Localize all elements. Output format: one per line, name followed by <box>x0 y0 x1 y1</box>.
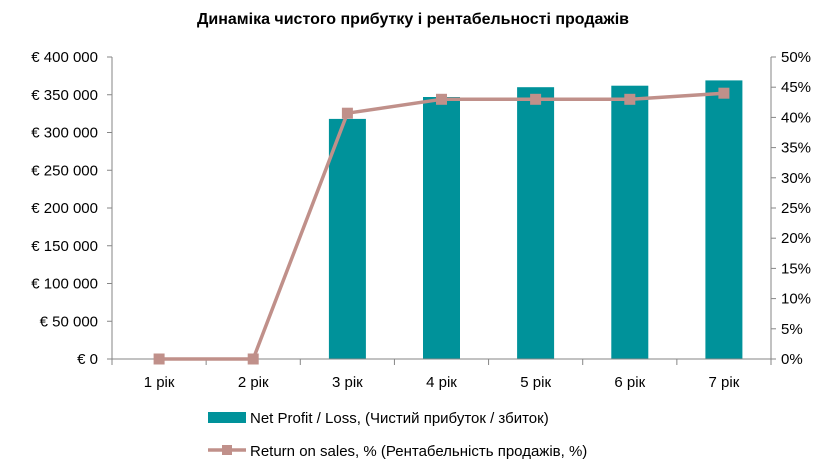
bar-5 <box>517 87 555 359</box>
right-tick-label: 10% <box>781 291 811 308</box>
legend-line-marker <box>222 445 232 455</box>
x-tick-label: 3 рік <box>332 374 363 391</box>
left-tick-label: € 200 000 <box>31 200 98 217</box>
chart-title: Динаміка чистого прибутку і рентабельнос… <box>197 11 629 28</box>
bar-4 <box>423 97 460 359</box>
right-tick-label: 50% <box>781 49 811 66</box>
x-tick-label: 7 рік <box>709 374 740 391</box>
right-tick-label: 45% <box>781 79 811 96</box>
bar-7 <box>705 80 743 360</box>
return-on-sales-point-3 <box>341 107 353 119</box>
right-tick-label: 25% <box>781 200 811 217</box>
bar-6 <box>611 85 649 359</box>
x-tick-label: 1 рік <box>144 374 175 391</box>
x-tick-label: 4 рік <box>426 374 457 391</box>
return-on-sales-point-6 <box>624 93 636 105</box>
right-tick-label: 40% <box>781 109 811 126</box>
right-tick-label: 0% <box>781 351 803 368</box>
legend: Net Profit / Loss, (Чистий прибуток / зб… <box>208 410 587 460</box>
return-on-sales-point-5 <box>530 93 542 105</box>
legend-line-label: Return on sales, % (Рентабельність прода… <box>250 443 587 460</box>
left-tick-label: € 150 000 <box>31 238 98 255</box>
right-tick-label: 15% <box>781 260 811 277</box>
left-tick-label: € 300 000 <box>31 125 98 142</box>
right-tick-label: 20% <box>781 230 811 247</box>
left-tick-label: € 100 000 <box>31 276 98 293</box>
right-tick-label: 5% <box>781 321 803 338</box>
plot-area: € 0 € 50 000 € 100 000 € 150 000 € 200 000 € … <box>31 49 811 391</box>
right-tick-label: 35% <box>781 140 811 157</box>
bar-3 <box>328 118 366 360</box>
left-tick-label: € 350 000 <box>31 87 98 104</box>
x-tick-label: 2 рік <box>238 374 269 391</box>
return-on-sales-point-1 <box>153 353 165 365</box>
left-tick-label: € 250 000 <box>31 162 98 179</box>
legend-bar-swatch <box>208 412 246 423</box>
left-tick-label: € 50 000 <box>40 313 98 330</box>
return-on-sales-point-2 <box>247 353 259 365</box>
return-on-sales-point-7 <box>718 87 730 99</box>
right-tick-label: 30% <box>781 170 811 187</box>
left-tick-label: € 0 <box>77 351 98 368</box>
x-tick-label: 6 рік <box>614 374 645 391</box>
return-on-sales-point-4 <box>436 93 447 105</box>
legend-bar-label: Net Profit / Loss, (Чистий прибуток / зб… <box>250 410 549 427</box>
left-tick-label: € 400 000 <box>31 49 98 66</box>
x-tick-label: 5 рік <box>520 374 551 391</box>
